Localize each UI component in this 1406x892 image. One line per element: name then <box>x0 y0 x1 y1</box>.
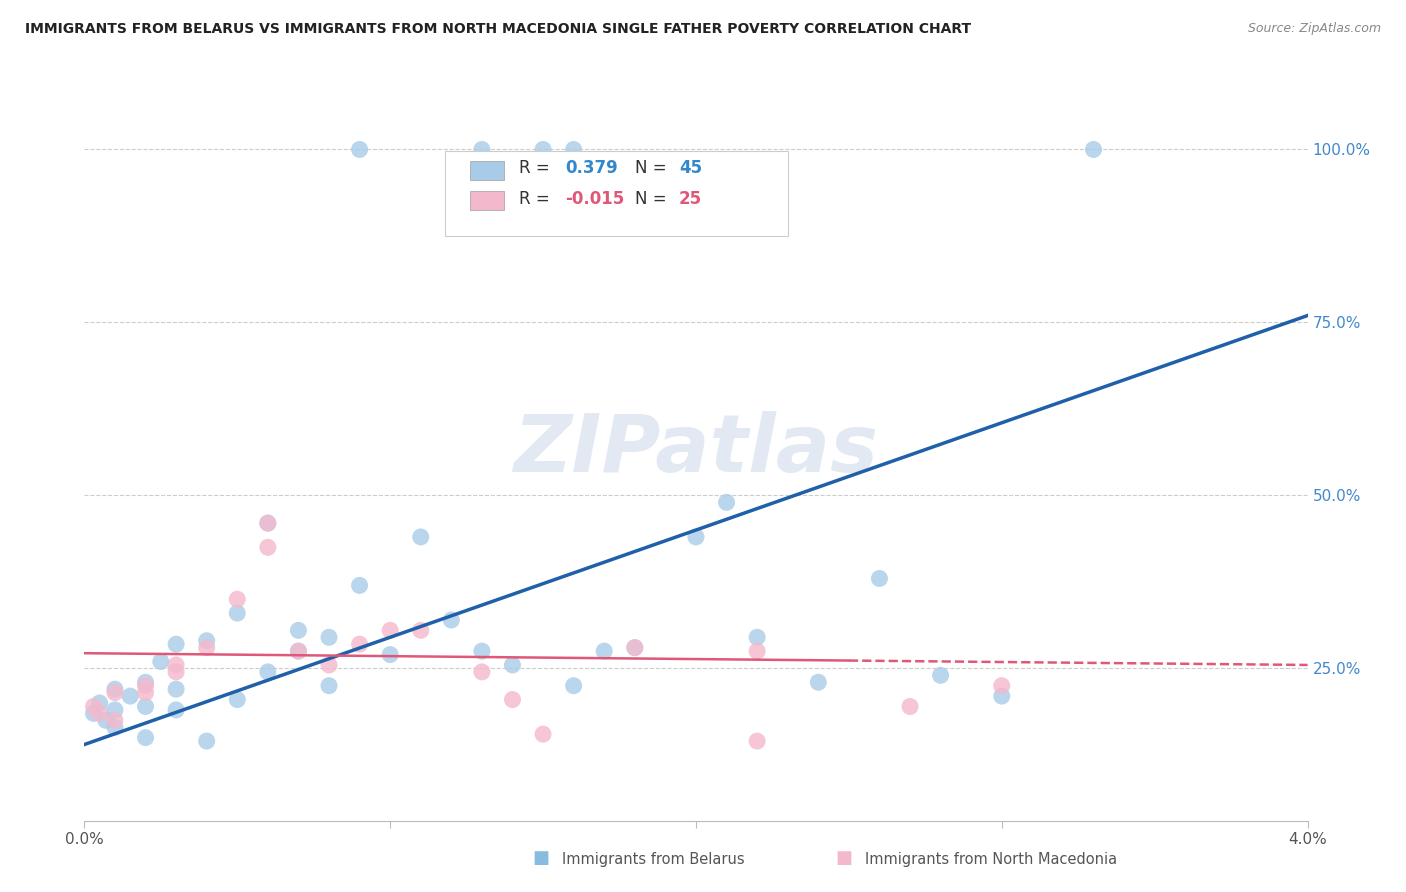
Point <box>531 143 554 157</box>
Point <box>349 637 371 651</box>
Point <box>898 699 921 714</box>
Text: 45: 45 <box>679 160 702 178</box>
Point <box>380 624 402 638</box>
Point <box>165 665 187 679</box>
Point <box>165 703 187 717</box>
Point <box>226 592 249 607</box>
Point <box>502 692 524 706</box>
Point <box>747 644 769 658</box>
Point <box>440 613 463 627</box>
FancyBboxPatch shape <box>470 191 503 210</box>
Point <box>991 679 1014 693</box>
Point <box>165 682 187 697</box>
Point <box>349 578 371 592</box>
Text: 0.379: 0.379 <box>565 160 617 178</box>
Point <box>165 637 187 651</box>
Point <box>104 682 127 697</box>
Point <box>195 734 218 748</box>
Point <box>624 640 647 655</box>
Point <box>716 495 738 509</box>
Text: R =: R = <box>519 160 554 178</box>
Text: Immigrants from Belarus: Immigrants from Belarus <box>562 852 745 867</box>
Point <box>195 633 218 648</box>
Text: ■: ■ <box>533 849 550 867</box>
FancyBboxPatch shape <box>446 151 787 235</box>
Point <box>226 692 249 706</box>
Point <box>471 665 494 679</box>
Point <box>135 685 157 699</box>
Point <box>593 644 616 658</box>
Text: Source: ZipAtlas.com: Source: ZipAtlas.com <box>1247 22 1381 36</box>
Point <box>349 143 371 157</box>
Text: 25: 25 <box>679 191 702 209</box>
Point <box>471 644 494 658</box>
Point <box>165 657 187 672</box>
Text: Immigrants from North Macedonia: Immigrants from North Macedonia <box>865 852 1116 867</box>
Point <box>83 706 105 721</box>
Point <box>318 630 340 644</box>
Point <box>226 606 249 620</box>
Point <box>257 541 280 555</box>
Text: ■: ■ <box>835 849 852 867</box>
Point <box>94 714 117 728</box>
Point <box>624 640 647 655</box>
Text: N =: N = <box>636 160 672 178</box>
Point <box>83 699 105 714</box>
Point <box>195 640 218 655</box>
Point <box>562 679 585 693</box>
Point <box>502 657 524 672</box>
Point <box>135 731 157 745</box>
Point <box>104 703 127 717</box>
Point <box>104 714 127 728</box>
Point <box>318 679 340 693</box>
Point <box>257 665 280 679</box>
Text: N =: N = <box>636 191 672 209</box>
Text: -0.015: -0.015 <box>565 191 624 209</box>
Point <box>287 644 309 658</box>
Point <box>807 675 830 690</box>
Point <box>149 655 172 669</box>
Point <box>869 572 891 586</box>
Point <box>135 699 157 714</box>
Point <box>409 624 432 638</box>
Point <box>471 143 494 157</box>
Point <box>287 644 309 658</box>
Point <box>257 516 280 530</box>
Point <box>531 727 554 741</box>
Point <box>991 689 1014 703</box>
Point <box>409 530 432 544</box>
Point <box>287 624 309 638</box>
Point <box>104 685 127 699</box>
Point <box>135 675 157 690</box>
Point <box>929 668 952 682</box>
Point <box>685 530 707 544</box>
Point <box>1083 143 1105 157</box>
Point <box>380 648 402 662</box>
Point <box>89 706 111 721</box>
Point <box>104 720 127 734</box>
Point <box>747 734 769 748</box>
FancyBboxPatch shape <box>470 161 503 180</box>
Text: IMMIGRANTS FROM BELARUS VS IMMIGRANTS FROM NORTH MACEDONIA SINGLE FATHER POVERTY: IMMIGRANTS FROM BELARUS VS IMMIGRANTS FR… <box>25 22 972 37</box>
Text: R =: R = <box>519 191 554 209</box>
Point <box>135 679 157 693</box>
Point <box>120 689 142 703</box>
Point <box>318 657 340 672</box>
Text: ZIPatlas: ZIPatlas <box>513 411 879 490</box>
Point <box>89 696 111 710</box>
Point <box>747 630 769 644</box>
Point <box>257 516 280 530</box>
Point <box>562 143 585 157</box>
